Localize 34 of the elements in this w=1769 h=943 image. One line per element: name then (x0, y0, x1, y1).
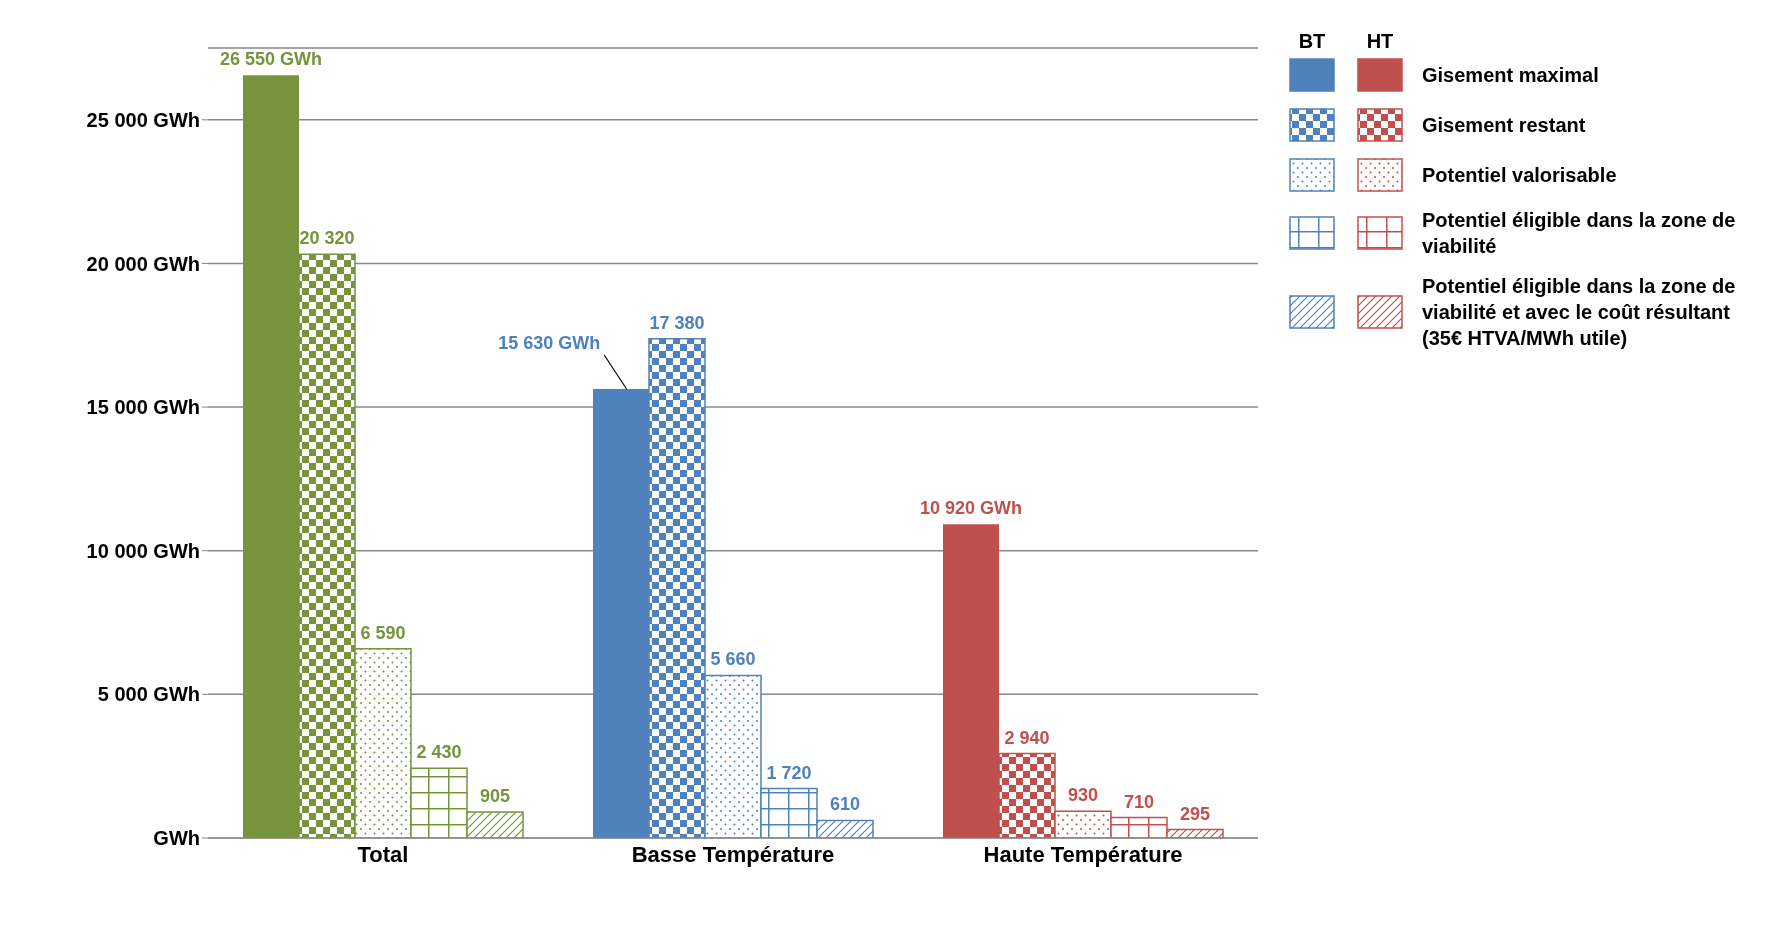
data-label: 2 940 (1004, 727, 1050, 748)
data-label: 17 380 (649, 312, 705, 333)
x-tick-label: Total (357, 841, 409, 867)
data-label: 930 (1067, 785, 1099, 806)
data-label: 10 920 GWh (919, 498, 1023, 519)
data-label: 295 (1179, 803, 1211, 824)
y-tick-label: 20 000 GWh (86, 252, 200, 275)
text: BT (1297, 30, 1327, 53)
data-label: 5 660 (710, 649, 756, 670)
data-label: 20 320 (299, 228, 355, 249)
data-label: 6 590 (360, 622, 406, 643)
bar (243, 75, 299, 838)
data-label: 1 720 (766, 762, 812, 783)
data-label: 2 430 (416, 742, 462, 763)
data-label: 610 (829, 794, 861, 815)
data-label: 26 550 GWh (219, 49, 323, 70)
y-tick-label: 25 000 GWh (86, 108, 200, 131)
text: Potentiel éligible dans la zone de viabilité et avec le coût résultant (35€ HTVA/MWh utile) (1422, 274, 1737, 351)
text: Potentiel valorisable (1422, 163, 1617, 188)
data-label: 905 (479, 786, 511, 806)
x-tick-label: Haute Température (983, 841, 1183, 867)
data-label: 710 (1123, 791, 1155, 812)
text: Potentiel éligible dans la zone de viabilité (1422, 208, 1737, 259)
y-tick-label: GWh (153, 827, 200, 850)
text: Gisement maximal (1422, 63, 1599, 88)
text: Gisement restant (1422, 113, 1586, 138)
bar (593, 388, 649, 838)
y-tick-label: 10 000 GWh (86, 539, 200, 562)
y-tick-label: 15 000 GWh (86, 396, 200, 419)
text: HT (1365, 30, 1395, 53)
data-label: 15 630 GWh (498, 332, 601, 353)
bar (943, 524, 999, 838)
y-tick-label: 5 000 GWh (97, 683, 200, 706)
x-tick-label: Basse Température (631, 841, 835, 867)
